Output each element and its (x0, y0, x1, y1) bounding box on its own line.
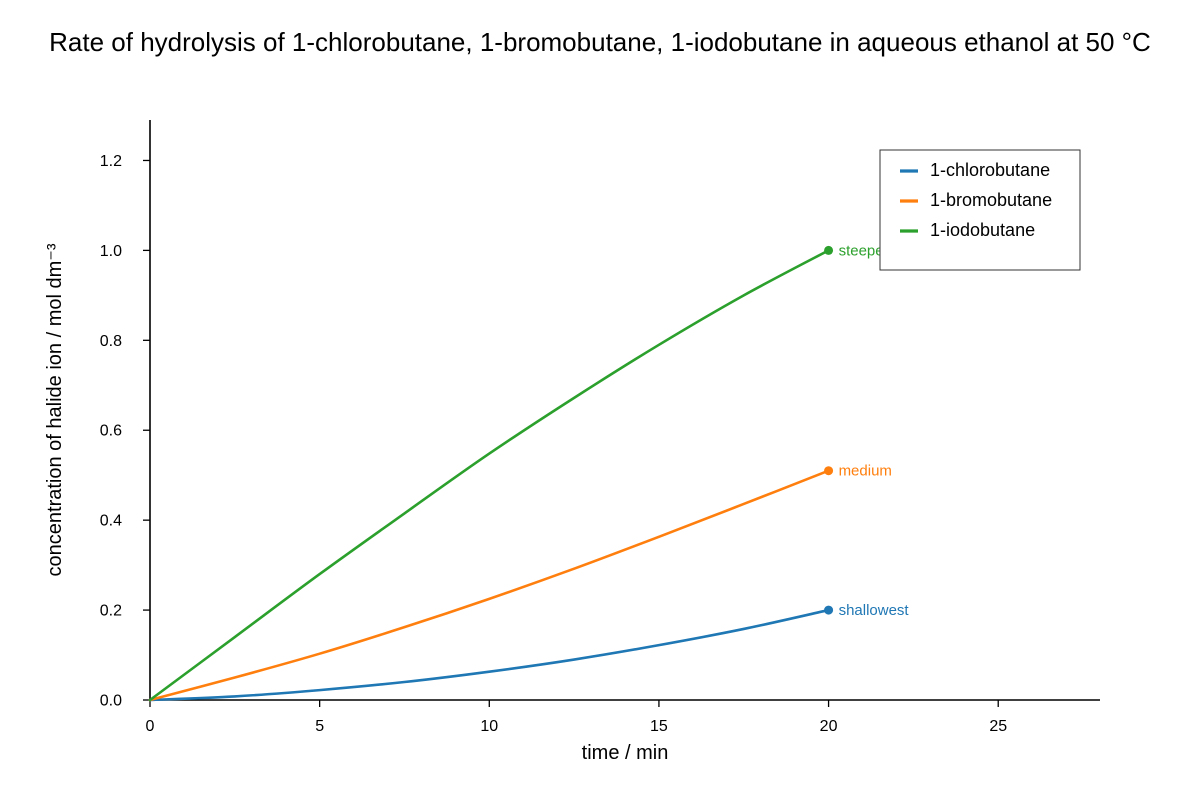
series-line-1-chlorobutane (148, 608, 830, 702)
x-tick-label: 0 (146, 718, 155, 735)
legend-label-1-chlorobutane: 1-chlorobutane (930, 160, 1050, 180)
x-ticks: 0 5 10 15 20 25 (146, 700, 1007, 735)
y-ticks: 0.0 0.2 0.4 0.6 0.8 1.0 1.2 (100, 153, 150, 710)
legend-label-1-iodobutane: 1-iodobutane (930, 220, 1035, 240)
legend-items: 1-chlorobutane 1-bromobutane 1-iodobutane (900, 160, 1052, 240)
y-tick-label: 1.2 (100, 153, 122, 170)
x-tick-label: 15 (650, 718, 668, 735)
y-tick-label: 0.4 (100, 513, 122, 530)
end-point-1-bromobutane (824, 466, 834, 476)
y-axis-label: concentration of halide ion / mol dm⁻³ (44, 243, 66, 576)
end-point-1-iodobutane (824, 245, 834, 255)
end-label-1-bromobutane: medium (839, 463, 892, 480)
series-line-1-iodobutane (148, 249, 830, 702)
y-tick-label: 0.2 (100, 603, 122, 620)
x-tick-label: 20 (820, 718, 838, 735)
x-axis-label: time / min (582, 742, 669, 764)
y-tick-label: 0.0 (100, 693, 122, 710)
chart-title: Rate of hydrolysis of 1-chlorobutane, 1-… (49, 27, 1151, 57)
legend-label-1-bromobutane: 1-bromobutane (930, 190, 1052, 210)
y-tick-label: 1.0 (100, 243, 122, 260)
end-point-1-chlorobutane (824, 605, 834, 615)
y-tick-label: 0.6 (100, 423, 122, 440)
legend: 1-chlorobutane 1-bromobutane 1-iodobutane (879, 149, 1081, 271)
series-lines (148, 249, 830, 702)
x-tick-label: 5 (315, 718, 324, 735)
x-tick-label: 10 (480, 718, 498, 735)
series-line-1-bromobutane (148, 469, 830, 702)
y-tick-label: 0.8 (100, 333, 122, 350)
end-label-1-chlorobutane: shallowest (839, 602, 910, 619)
x-tick-label: 25 (989, 718, 1007, 735)
